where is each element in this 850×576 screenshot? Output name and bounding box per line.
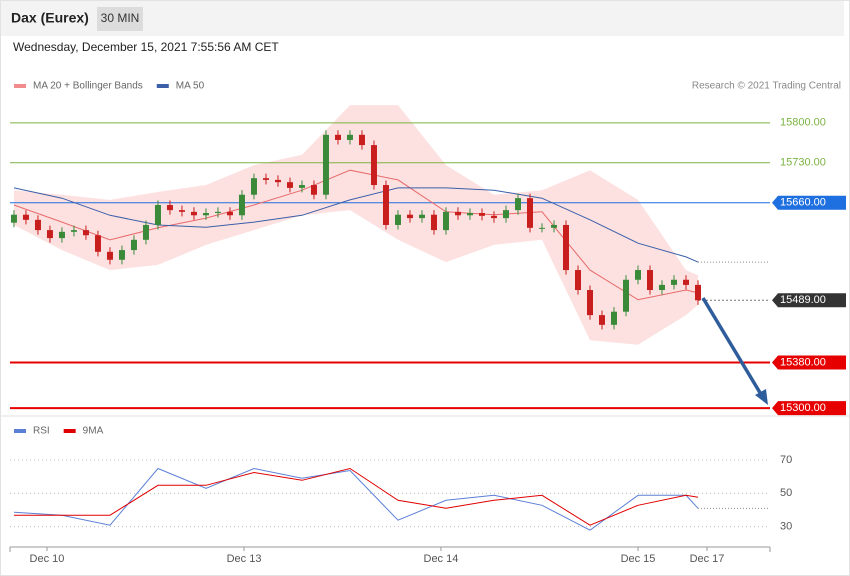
candle-body [358, 134, 365, 146]
candle-body [238, 194, 245, 216]
candle-body [226, 211, 233, 216]
candle-body [262, 178, 269, 180]
candle-body [250, 178, 257, 195]
candle-body [286, 182, 293, 188]
legend-swatch [156, 84, 169, 88]
candle-body [502, 210, 509, 219]
candle-body [658, 284, 665, 291]
candle-body [34, 219, 41, 231]
credit: Research © 2021 Trading Central [692, 81, 841, 92]
candle-body [82, 230, 89, 236]
candle-body [586, 290, 593, 316]
candle-body [454, 211, 461, 216]
level-label: 15800.00 [780, 117, 826, 129]
timestamp: Wednesday, December 15, 2021 7:55:56 AM … [13, 40, 279, 54]
legend-swatch [63, 429, 76, 433]
y-tick-label: 30 [780, 521, 792, 533]
x-tick-label: Dec 17 [690, 553, 725, 565]
candle-body [46, 230, 53, 239]
arrow-head [755, 389, 768, 405]
candle-body [370, 145, 377, 186]
candle-body [22, 214, 29, 220]
candle-body [622, 279, 629, 312]
candle-body [430, 214, 437, 231]
candle-body [154, 205, 161, 225]
level-label: 15489.00 [780, 294, 826, 306]
candle-body [562, 224, 569, 271]
candle-body [610, 311, 617, 325]
level-label: 15380.00 [780, 356, 826, 368]
candle-body [526, 198, 533, 228]
candle-body [574, 270, 581, 291]
candle-body [346, 134, 353, 140]
x-tick-label: Dec 10 [30, 553, 65, 565]
indicator-line [14, 467, 699, 526]
candle-body [178, 210, 185, 212]
x-tick-label: Dec 14 [424, 553, 459, 565]
bollinger-band [14, 105, 698, 345]
candle-body [538, 227, 545, 229]
ma-line [13, 187, 699, 263]
candle-body [634, 270, 641, 280]
candle-body [166, 205, 173, 211]
candle-body [394, 214, 401, 225]
level-label: 15300.00 [780, 402, 826, 414]
legend-swatch [14, 429, 26, 433]
candle-body [694, 284, 701, 301]
candle-body [382, 185, 389, 225]
candle-body [550, 224, 557, 228]
legend-swatch [14, 84, 26, 88]
candle-body [94, 235, 101, 252]
legend-label: MA 20 + Bollinger Bands [33, 81, 143, 92]
legend-label: MA 50 [176, 81, 205, 92]
candle-body [598, 315, 605, 325]
candle-body [298, 185, 305, 188]
legend-label: RSI [33, 426, 50, 437]
candle-body [142, 224, 149, 240]
level-label: 15660.00 [780, 197, 826, 209]
x-tick-label: Dec 13 [227, 553, 262, 565]
candle-body [514, 198, 521, 211]
instrument-title: Dax (Eurex) [11, 10, 89, 26]
candle-body [202, 212, 209, 216]
candle-body [466, 212, 473, 216]
y-tick-label: 70 [780, 454, 792, 466]
candle-body [274, 179, 281, 183]
candle-body [214, 211, 221, 213]
candle-body [130, 239, 137, 251]
forecast-arrow [701, 297, 764, 397]
candle-body [10, 214, 17, 223]
candle-body [418, 214, 425, 219]
candle-body [646, 270, 653, 291]
level-label: 15730.00 [780, 157, 826, 169]
level-box [772, 355, 846, 370]
legend-label: 9MA [83, 426, 104, 437]
level-box [772, 401, 846, 416]
y-tick-label: 50 [780, 487, 792, 499]
candle-body [406, 214, 413, 219]
indicator-line [13, 467, 699, 531]
candle-body [334, 134, 341, 140]
candle-body [490, 215, 497, 219]
candle-body [442, 211, 449, 231]
candle-body [58, 231, 65, 239]
level-box [772, 293, 846, 308]
candle-body [118, 250, 125, 260]
timeframe-pill[interactable] [97, 7, 143, 31]
level-box [772, 195, 846, 210]
x-tick-label: Dec 15 [621, 553, 656, 565]
plot: 15800.00 15730.00 15660.00 15489.00 15380.00… [10, 81, 846, 565]
timeframe[interactable]: 30 MIN [101, 11, 140, 25]
candle-body [106, 251, 113, 260]
candle-body [70, 230, 77, 232]
candle-body [190, 211, 197, 216]
candle-body [322, 134, 329, 195]
candle-body [478, 212, 485, 216]
candle-body [670, 279, 677, 285]
candle-body [310, 185, 317, 195]
candle-body [682, 279, 689, 285]
